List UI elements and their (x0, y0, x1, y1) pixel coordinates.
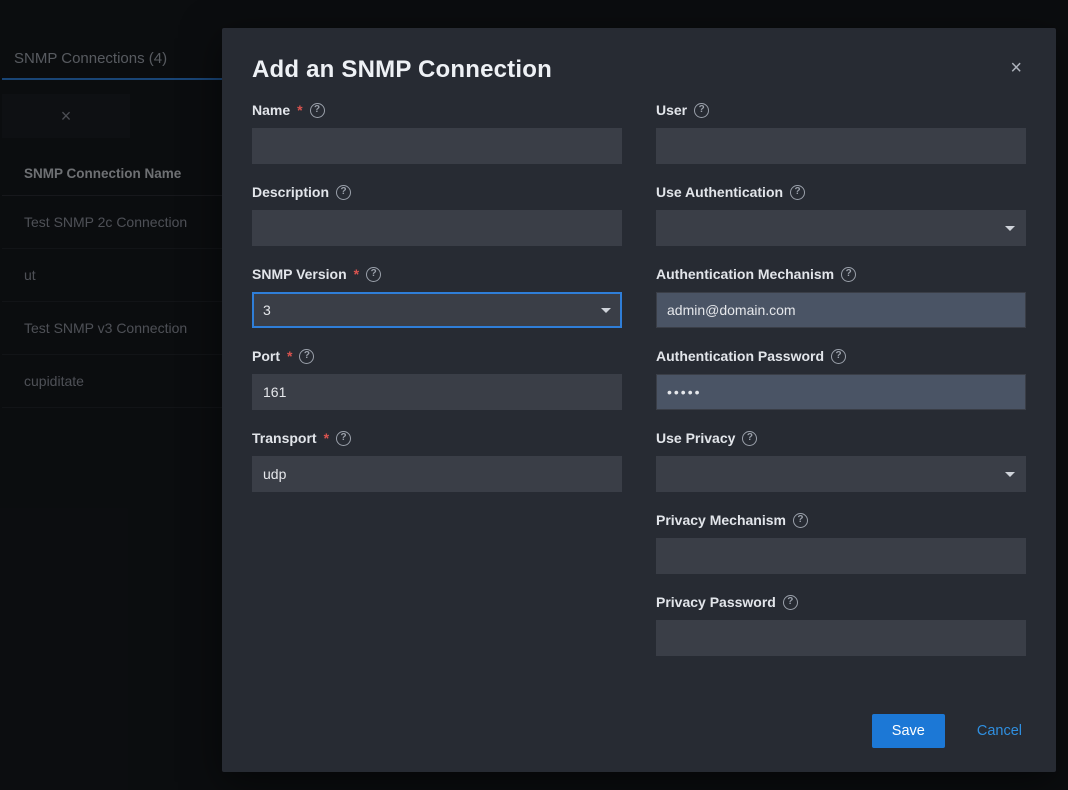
snmp-version-select[interactable]: 3 (252, 292, 622, 328)
help-icon[interactable]: ? (336, 431, 351, 446)
label-name: Name * ? (252, 102, 622, 118)
help-icon[interactable]: ? (299, 349, 314, 364)
help-icon[interactable]: ? (831, 349, 846, 364)
label-text: Privacy Password (656, 594, 776, 610)
required-icon: * (287, 348, 292, 364)
label-text: User (656, 102, 687, 118)
label-text: SNMP Version (252, 266, 347, 282)
label-text: Name (252, 102, 290, 118)
label-text: Port (252, 348, 280, 364)
dialog-title: Add an SNMP Connection (252, 56, 552, 84)
help-icon[interactable]: ? (742, 431, 757, 446)
close-icon: × (1010, 57, 1022, 79)
field-priv-mech: Privacy Mechanism ? (656, 512, 1026, 574)
label-user: User ? (656, 102, 1026, 118)
field-description: Description ? (252, 184, 622, 246)
form-columns: Name * ? Description ? SNMP Version * ? (252, 98, 1026, 706)
port-input[interactable] (252, 374, 622, 410)
field-auth-mech: Authentication Mechanism ? (656, 266, 1026, 328)
help-icon[interactable]: ? (783, 595, 798, 610)
add-snmp-connection-dialog: Add an SNMP Connection × Name * ? Descri… (222, 28, 1056, 772)
use-auth-select[interactable] (656, 210, 1026, 246)
select-value: 3 (263, 302, 271, 318)
chevron-down-icon (1005, 226, 1015, 231)
help-icon[interactable]: ? (694, 103, 709, 118)
label-text: Use Authentication (656, 184, 783, 200)
field-use-auth: Use Authentication ? (656, 184, 1026, 246)
form-right-column: User ? Use Authentication ? Authenticati… (656, 98, 1026, 706)
field-port: Port * ? (252, 348, 622, 410)
label-priv-pw: Privacy Password ? (656, 594, 1026, 610)
label-priv-mech: Privacy Mechanism ? (656, 512, 1026, 528)
help-icon[interactable]: ? (310, 103, 325, 118)
user-input[interactable] (656, 128, 1026, 164)
field-name: Name * ? (252, 102, 622, 164)
chevron-down-icon (1005, 472, 1015, 477)
label-text: Description (252, 184, 329, 200)
close-button[interactable]: × (1006, 56, 1026, 80)
label-description: Description ? (252, 184, 622, 200)
description-input[interactable] (252, 210, 622, 246)
name-input[interactable] (252, 128, 622, 164)
label-text: Use Privacy (656, 430, 735, 446)
password-mask: ••••• (667, 384, 702, 400)
label-auth-pw: Authentication Password ? (656, 348, 1026, 364)
label-use-auth: Use Authentication ? (656, 184, 1026, 200)
transport-input[interactable] (252, 456, 622, 492)
form-left-column: Name * ? Description ? SNMP Version * ? (252, 98, 622, 706)
required-icon: * (324, 430, 329, 446)
help-icon[interactable]: ? (366, 267, 381, 282)
label-snmp-version: SNMP Version * ? (252, 266, 622, 282)
field-auth-pw: Authentication Password ? ••••• (656, 348, 1026, 410)
use-priv-select[interactable] (656, 456, 1026, 492)
label-text: Privacy Mechanism (656, 512, 786, 528)
required-icon: * (297, 102, 302, 118)
required-icon: * (354, 266, 359, 282)
field-priv-pw: Privacy Password ? (656, 594, 1026, 656)
priv-pw-input[interactable] (656, 620, 1026, 656)
cancel-button[interactable]: Cancel (973, 714, 1026, 748)
help-icon[interactable]: ? (336, 185, 351, 200)
label-transport: Transport * ? (252, 430, 622, 446)
field-use-priv: Use Privacy ? (656, 430, 1026, 492)
dialog-footer: Save Cancel (252, 714, 1026, 748)
auth-mech-input[interactable] (656, 292, 1026, 328)
label-text: Authentication Password (656, 348, 824, 364)
save-button[interactable]: Save (872, 714, 945, 748)
chevron-down-icon (601, 308, 611, 313)
label-text: Authentication Mechanism (656, 266, 834, 282)
dialog-header: Add an SNMP Connection × (252, 56, 1026, 84)
field-user: User ? (656, 102, 1026, 164)
field-snmp-version: SNMP Version * ? 3 (252, 266, 622, 328)
label-use-priv: Use Privacy ? (656, 430, 1026, 446)
help-icon[interactable]: ? (790, 185, 805, 200)
label-auth-mech: Authentication Mechanism ? (656, 266, 1026, 282)
help-icon[interactable]: ? (793, 513, 808, 528)
priv-mech-input[interactable] (656, 538, 1026, 574)
help-icon[interactable]: ? (841, 267, 856, 282)
label-port: Port * ? (252, 348, 622, 364)
field-transport: Transport * ? (252, 430, 622, 492)
label-text: Transport (252, 430, 317, 446)
auth-pw-input[interactable]: ••••• (656, 374, 1026, 410)
